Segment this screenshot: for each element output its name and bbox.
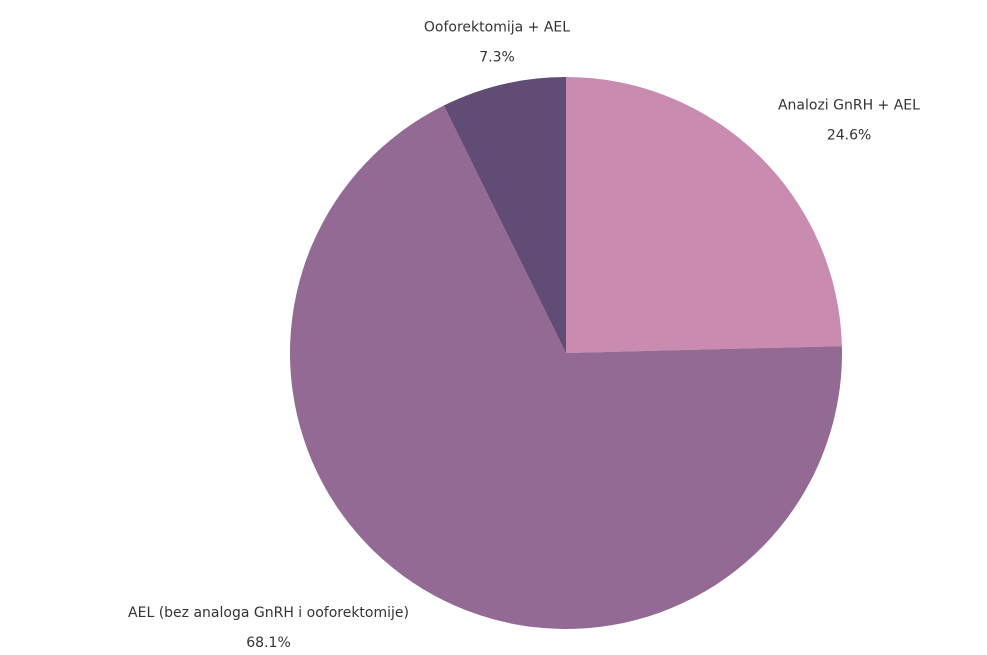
slice-value-label: 7.3% bbox=[479, 49, 515, 65]
slice-value-label: 68.1% bbox=[246, 635, 290, 651]
pie-slice bbox=[289, 105, 842, 629]
slice-value-label: 24.6% bbox=[827, 128, 871, 144]
slice-label: Ooforektomija + AEL bbox=[424, 19, 570, 35]
slice-label: Analozi GnRH + AEL bbox=[778, 98, 920, 114]
pie-slice bbox=[443, 77, 566, 353]
pie-slice bbox=[566, 77, 842, 353]
slice-label: AEL (bez analoga GnRH i ooforektomije) bbox=[128, 605, 409, 621]
